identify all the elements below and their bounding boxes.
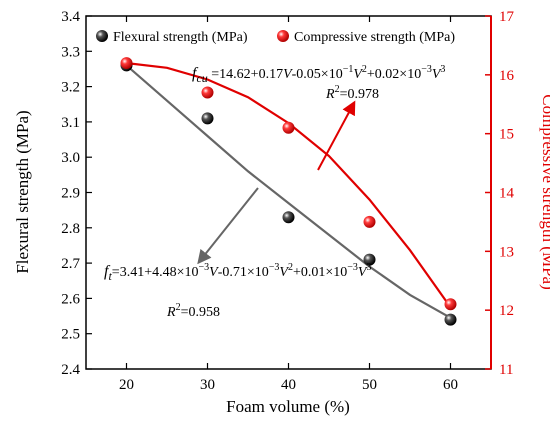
legend-label-flexural: Flexural strength (MPa) (113, 30, 248, 45)
legend-label-compressive: Compressive strength (MPa) (294, 30, 455, 45)
svg-text:fcu =14.62+0.17V-0.05×10−1V2+0: fcu =14.62+0.17V-0.05×10−1V2+0.02×10−3V3 (192, 64, 445, 85)
x-tick-label: 60 (443, 377, 458, 393)
right-tick-label: 11 (499, 362, 513, 378)
flexural-equation-arrow (197, 187, 259, 265)
flexural-point (444, 313, 457, 326)
right-tick-label: 14 (499, 186, 515, 202)
legend-marker-flexural (96, 30, 108, 42)
compressive-point (282, 121, 295, 134)
compressive-point (120, 57, 133, 70)
flexural-point (282, 211, 295, 224)
compressive-equation-arrow (317, 100, 356, 171)
left-tick-label: 3.1 (61, 115, 80, 131)
right-tick-label: 17 (499, 9, 515, 25)
x-tick-label: 40 (281, 377, 296, 393)
compressive-point (363, 215, 376, 228)
left-tick-label: 3.2 (61, 80, 80, 96)
left-tick-label: 3.0 (61, 150, 80, 166)
right-tick-label: 15 (499, 127, 514, 143)
right-tick-label: 16 (499, 68, 515, 84)
compressive-point (444, 298, 457, 311)
left-tick-label: 2.6 (61, 291, 80, 307)
flexural-eq-subscript: t (108, 269, 112, 283)
compressive-r2-label: R (325, 87, 335, 102)
flexural-r2-label: R (166, 305, 176, 320)
left-tick-label: 2.7 (61, 256, 80, 272)
compressive-equation: fcu =14.62+0.17V-0.05×10−1V2+0.02×10−3V3… (192, 64, 445, 102)
flexural-points (120, 59, 457, 326)
right-tick-label: 12 (499, 303, 514, 319)
x-tick-label: 30 (200, 377, 215, 393)
right-tick-label: 13 (499, 244, 514, 260)
legend-marker-compressive (277, 30, 289, 42)
left-tick-label: 2.8 (61, 221, 80, 237)
compressive-points (120, 57, 457, 311)
compressive-eq-subscript: cu (196, 71, 207, 85)
right-axis-title: Compressive strength (MPa) (539, 94, 550, 289)
compressive-point (201, 86, 214, 99)
left-axis-ticks: 2.4 2.5 2.6 2.7 2.8 2.9 3.0 3.1 3.2 3.3 3.4 (61, 9, 92, 378)
left-tick-label: 3.3 (61, 44, 80, 60)
x-axis-title: Foam volume (%) (226, 397, 350, 416)
flexural-equation: ft=3.41+4.48×10−3V-0.71×10−3V2+0.01×10−3… (104, 262, 371, 320)
flexural-r2-value: =0.958 (181, 305, 220, 320)
flexural-fit-curve (125, 64, 452, 319)
x-axis-ticks: 20 30 40 50 60 (119, 16, 458, 393)
compressive-r2-value: =0.978 (340, 87, 379, 102)
flexural-point (201, 112, 214, 125)
x-tick-label: 50 (362, 377, 377, 393)
left-axis-title: Flexural strength (MPa) (13, 110, 32, 273)
compressive-r2-sup: 2 (335, 84, 340, 95)
legend: Flexural strength (MPa) Compressive stre… (96, 30, 455, 45)
svg-text:R2=0.978: R2=0.978 (325, 84, 379, 102)
left-tick-label: 3.4 (61, 9, 80, 25)
compressive-eq-symbol: f (192, 65, 199, 82)
x-tick-label: 20 (119, 377, 134, 393)
left-tick-label: 2.4 (61, 362, 80, 378)
left-tick-label: 2.9 (61, 186, 80, 202)
svg-text:ft=3.41+4.48×10−3V-0.71×10−3V2: ft=3.41+4.48×10−3V-0.71×10−3V2+0.01×10−3… (104, 262, 371, 283)
left-tick-label: 2.5 (61, 327, 80, 343)
flexural-eq-symbol: f (104, 263, 111, 280)
right-axis-ticks: 11 12 13 14 15 16 17 (485, 9, 515, 378)
flexural-point (363, 253, 376, 266)
svg-text:R2=0.958: R2=0.958 (166, 302, 220, 320)
flexural-r2-sup: 2 (176, 302, 181, 313)
